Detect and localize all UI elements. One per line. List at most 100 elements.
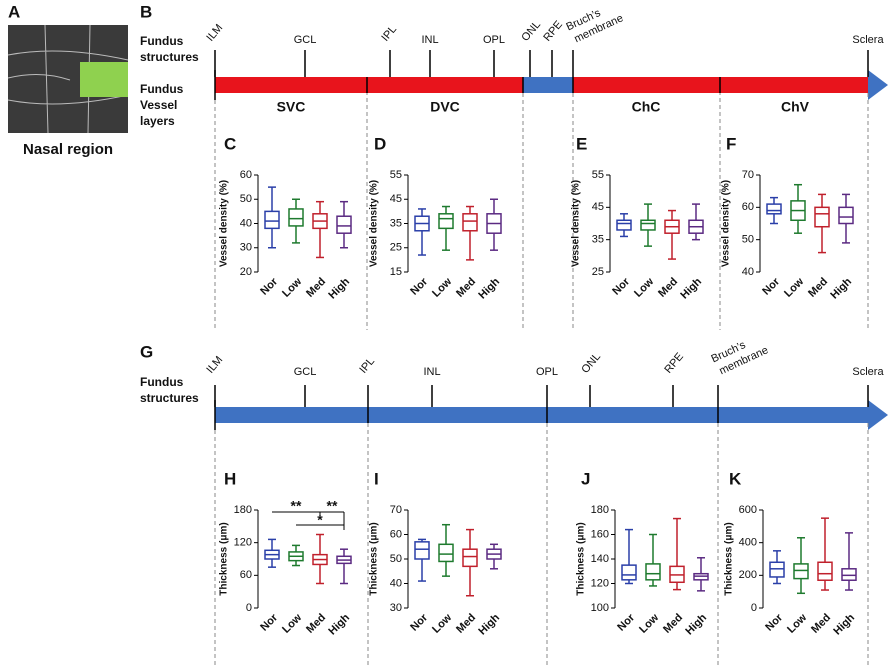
y-tick-label: 15 bbox=[390, 266, 402, 278]
structure-label: ONL bbox=[579, 351, 603, 376]
y-tick-label: 140 bbox=[591, 553, 609, 565]
box bbox=[438, 543, 454, 563]
x-tick-label: Low bbox=[280, 611, 304, 635]
structure-label: OPL bbox=[536, 366, 558, 378]
structure-label: RPE bbox=[662, 351, 686, 376]
structure-label: OPL bbox=[483, 34, 505, 46]
panel-label: E bbox=[576, 134, 587, 153]
x-tick-label: Nor bbox=[258, 275, 280, 297]
x-tick-label: Nor bbox=[760, 275, 782, 297]
y-axis-label: Thickness (μm) bbox=[576, 522, 587, 595]
x-tick-label: Nor bbox=[258, 611, 280, 633]
panel-label: F bbox=[726, 134, 736, 153]
structure-label: GCL bbox=[294, 366, 317, 378]
y-tick-label: 40 bbox=[742, 266, 754, 278]
y-tick-label: 50 bbox=[240, 193, 252, 205]
y-tick-label: 60 bbox=[240, 569, 252, 581]
panel-label: H bbox=[224, 469, 236, 488]
y-tick-label: 25 bbox=[592, 266, 604, 278]
y-tick-label: 35 bbox=[592, 234, 604, 246]
y-tick-label: 0 bbox=[246, 602, 252, 614]
structure-label: INL bbox=[423, 366, 440, 378]
y-tick-label: 40 bbox=[240, 217, 252, 229]
significance: ** bbox=[327, 498, 338, 514]
x-tick-label: High bbox=[831, 612, 857, 638]
y-tick-label: 25 bbox=[390, 242, 402, 254]
y-axis-label: Thickness (μm) bbox=[369, 522, 380, 595]
structure-label: ONL bbox=[519, 19, 543, 44]
y-tick-label: 55 bbox=[390, 169, 402, 181]
row-title: Fundus bbox=[140, 82, 184, 96]
separators bbox=[214, 70, 721, 430]
x-tick-label: Med bbox=[454, 276, 478, 300]
y-tick-label: 60 bbox=[390, 528, 402, 540]
y-tick-label: 180 bbox=[591, 504, 609, 516]
row-title: structures bbox=[140, 391, 199, 405]
panel-label: B bbox=[140, 2, 152, 21]
y-tick-label: 20 bbox=[240, 266, 252, 278]
y-tick-label: 200 bbox=[739, 569, 757, 581]
x-tick-label: Nor bbox=[610, 275, 632, 297]
panel-label: D bbox=[374, 134, 386, 153]
structure-label: IPL bbox=[379, 23, 399, 43]
structure-label: IPL bbox=[357, 355, 377, 375]
box bbox=[769, 561, 785, 578]
x-tick-label: Med bbox=[661, 612, 685, 636]
y-tick-label: 30 bbox=[390, 602, 402, 614]
x-tick-label: High bbox=[326, 612, 352, 638]
box bbox=[814, 206, 830, 228]
y-axis-label: Thickness (μm) bbox=[219, 522, 230, 595]
x-tick-label: Med bbox=[454, 612, 478, 636]
y-tick-label: 160 bbox=[591, 528, 609, 540]
y-axis-label: Vessel density (%) bbox=[721, 180, 732, 267]
y-tick-label: 35 bbox=[390, 217, 402, 229]
x-tick-label: Med bbox=[304, 612, 328, 636]
layer-label: ChV bbox=[781, 99, 810, 115]
row-title: Fundus bbox=[140, 34, 184, 48]
box bbox=[621, 564, 637, 581]
structure-label: ILM bbox=[204, 354, 225, 376]
y-tick-label: 45 bbox=[592, 201, 604, 213]
x-tick-label: Low bbox=[430, 275, 454, 299]
y-tick-label: 60 bbox=[240, 169, 252, 181]
y-tick-label: 50 bbox=[390, 553, 402, 565]
significance: * bbox=[317, 512, 323, 528]
box bbox=[288, 208, 304, 227]
x-tick-label: Low bbox=[632, 275, 656, 299]
x-tick-label: Med bbox=[656, 276, 680, 300]
x-tick-label: Low bbox=[430, 611, 454, 635]
structure-label: RPE bbox=[541, 19, 565, 44]
structure-label: GCL bbox=[294, 34, 317, 46]
x-tick-label: High bbox=[678, 276, 704, 302]
x-tick-label: Low bbox=[280, 275, 304, 299]
significance: ** bbox=[291, 498, 302, 514]
layer-label: ChC bbox=[632, 99, 661, 115]
y-tick-label: 120 bbox=[234, 537, 252, 549]
y-tick-label: 70 bbox=[390, 504, 402, 516]
x-tick-label: High bbox=[683, 612, 709, 638]
panel-label: A bbox=[8, 2, 20, 21]
box bbox=[438, 213, 454, 230]
y-tick-label: 120 bbox=[591, 577, 609, 589]
row-title: Fundus bbox=[140, 375, 184, 389]
layer-label: DVC bbox=[430, 99, 460, 115]
x-tick-label: Med bbox=[806, 276, 830, 300]
x-tick-label: Nor bbox=[615, 611, 637, 633]
box bbox=[336, 215, 352, 234]
x-tick-label: Nor bbox=[408, 275, 430, 297]
y-tick-label: 40 bbox=[390, 577, 402, 589]
structure-label: ILM bbox=[204, 22, 225, 44]
fundus-image bbox=[7, 24, 129, 134]
row-title: layers bbox=[140, 114, 175, 128]
y-tick-label: 55 bbox=[592, 169, 604, 181]
y-tick-label: 400 bbox=[739, 537, 757, 549]
panel-label: C bbox=[224, 134, 236, 153]
x-tick-label: High bbox=[476, 612, 502, 638]
layer-label: SVC bbox=[277, 99, 306, 115]
box bbox=[817, 561, 833, 581]
box bbox=[462, 548, 478, 568]
panel-label: I bbox=[374, 469, 379, 488]
panel-label: J bbox=[581, 469, 590, 488]
box bbox=[841, 568, 857, 581]
row-title: Vessel bbox=[140, 98, 177, 112]
